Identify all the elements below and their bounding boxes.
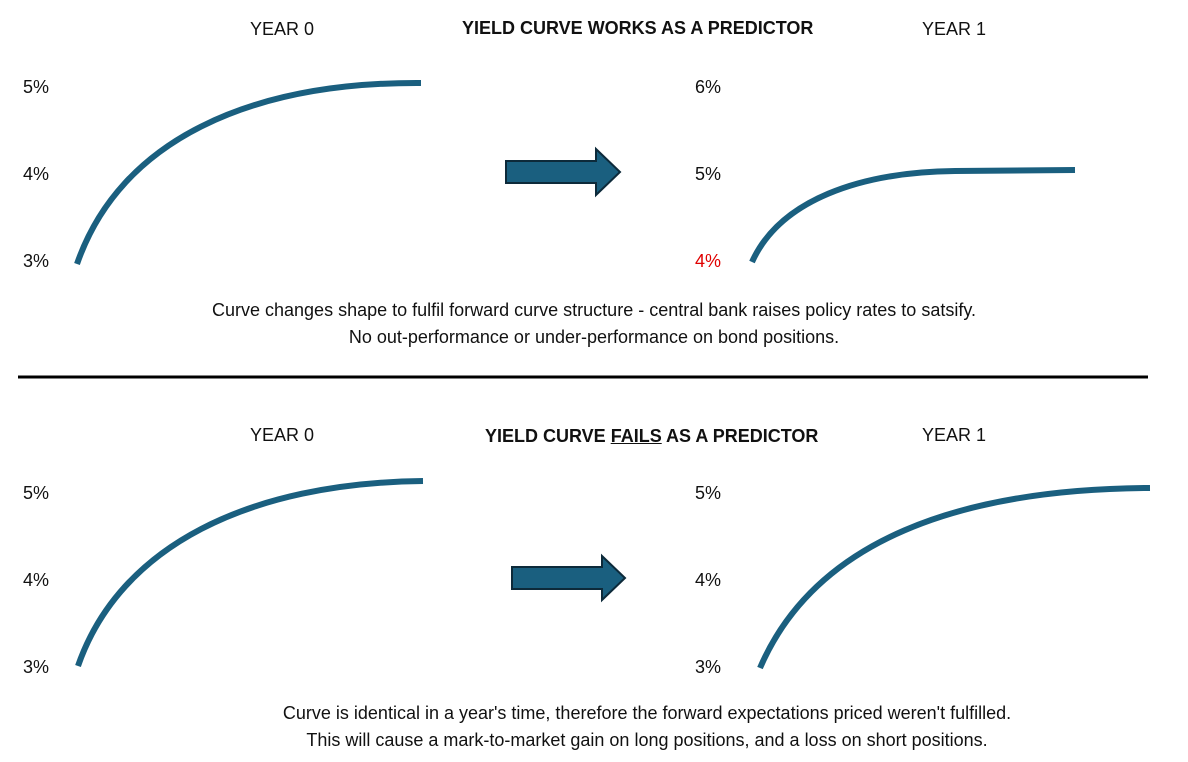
bottom-section-title: YIELD CURVE FAILS AS A PREDICTOR [485,426,818,447]
top-right-tick-mid: 5% [695,164,722,184]
bottom-title-prefix: YIELD CURVE [485,426,611,446]
bottom-title-suffix: AS A PREDICTOR [661,426,819,446]
top-section-title: YIELD CURVE WORKS AS A PREDICTOR [462,18,814,38]
top-right-tick-low-highlighted: 4% [695,251,722,271]
top-left-tick-high: 5% [23,77,50,97]
top-right-tick-high: 6% [695,77,722,97]
bottom-left-tick-high: 5% [23,483,50,503]
top-left-tick-mid: 4% [23,164,50,184]
top-arrow-icon [505,146,622,198]
bottom-left-tick-mid: 4% [23,570,50,590]
bottom-arrow-icon [511,553,627,603]
bottom-title-emphasis: FAILS [610,426,662,446]
top-right-year-header: YEAR 1 [922,19,987,39]
top-year0-yield-curve [74,79,422,265]
top-left-year-header: YEAR 0 [250,19,315,39]
bottom-left-year-header: YEAR 0 [250,425,315,445]
bottom-right-tick-mid: 4% [695,570,722,590]
top-caption-line2: No out-performance or under-performance … [348,327,840,347]
bottom-year1-yield-curve [757,485,1151,670]
bottom-caption-line1: Curve is identical in a year's time, the… [282,703,1012,723]
top-left-tick-low: 3% [23,251,50,271]
bottom-right-year-header: YEAR 1 [922,425,987,445]
bottom-caption-line2: This will cause a mark-to-market gain on… [306,730,988,750]
top-caption-line1: Curve changes shape to fulfil forward cu… [212,300,976,320]
bottom-right-tick-high: 5% [695,483,722,503]
top-year1-yield-curve [749,167,1076,264]
bottom-year0-yield-curve [75,478,424,667]
bottom-right-tick-low: 3% [695,657,722,677]
bottom-left-tick-low: 3% [23,657,50,677]
